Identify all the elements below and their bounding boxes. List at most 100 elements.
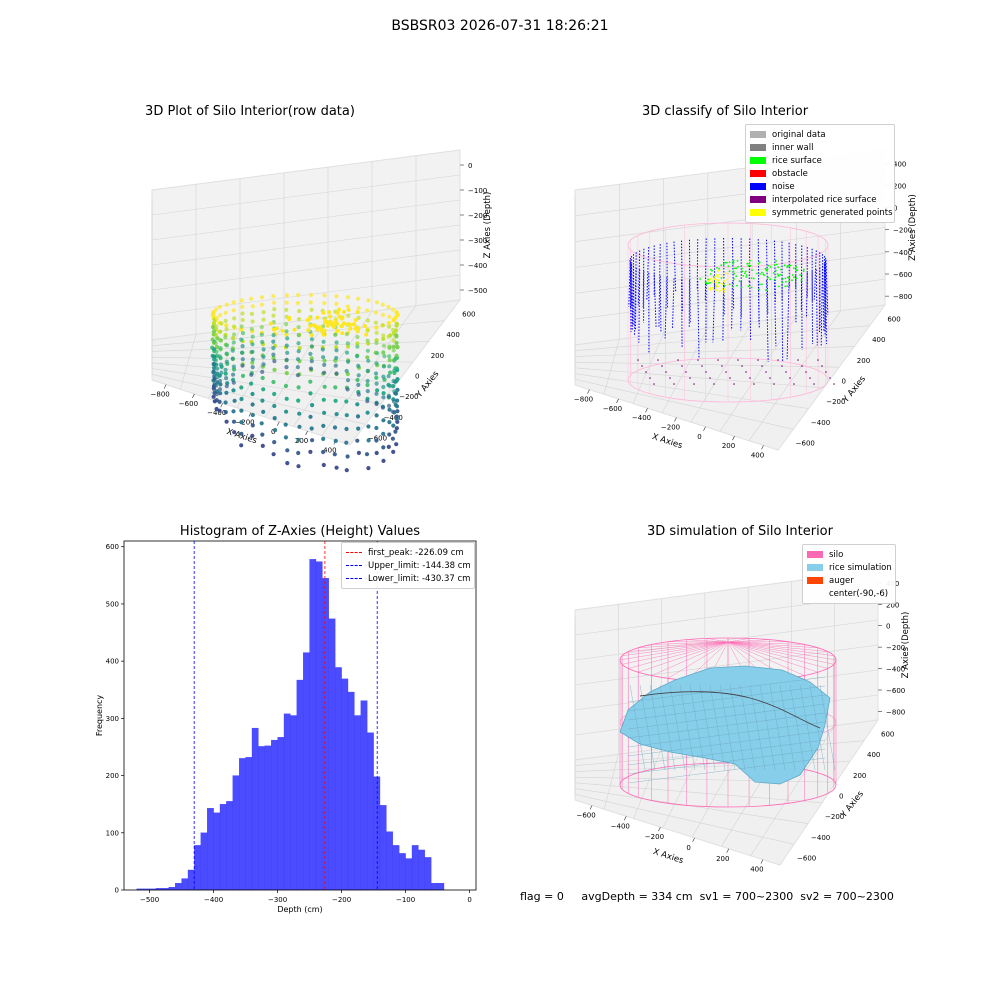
- raw-point: [249, 327, 254, 332]
- cls-interp-point: [825, 371, 827, 373]
- cls-rice-point: [722, 263, 725, 266]
- sim-mesh-line: [627, 685, 826, 712]
- cls-rice-point: [762, 273, 765, 275]
- raw-point: [355, 296, 361, 301]
- cls-sym-point: [713, 278, 716, 281]
- raw-point: [271, 452, 276, 457]
- raw-point: [239, 327, 244, 332]
- cls-rice-point: [788, 265, 790, 268]
- raw-point: [312, 323, 317, 328]
- sim-mesh-line: [627, 703, 826, 730]
- raw-x-tick-label: 0: [271, 428, 275, 436]
- cls-rice-point: [744, 270, 747, 273]
- cls-rice-point: [724, 284, 726, 287]
- raw-point: [355, 438, 360, 443]
- cls-rice-point: [710, 268, 712, 271]
- cls-interp-point: [701, 365, 703, 367]
- cls-interp-point: [821, 365, 823, 367]
- raw-grid-line: [179, 334, 197, 390]
- cls-grid-line: [574, 361, 840, 368]
- raw-point: [386, 403, 392, 408]
- raw-point: [374, 450, 379, 456]
- raw-point: [391, 449, 396, 454]
- raw-point: [394, 414, 399, 419]
- raw-grid-line: [151, 368, 382, 404]
- raw-point: [321, 339, 326, 344]
- raw-z-tick-label: −100: [468, 187, 487, 195]
- raw-point: [215, 366, 220, 371]
- raw-point: [337, 314, 342, 319]
- cls-rice-point: [733, 267, 736, 270]
- classify-scatter-panel: 3D classify of Silo Interior −800 −600 −40…: [500, 100, 1000, 480]
- cls-interp-point: [725, 371, 727, 373]
- cls-sym-point: [723, 280, 725, 283]
- cls-rice-point: [705, 282, 708, 285]
- cls-noise-stroke: [825, 259, 829, 315]
- cls-noise-stroke: [634, 267, 637, 331]
- raw-point: [261, 354, 266, 359]
- cls-sym-point: [723, 290, 726, 293]
- sim-z-tick-label: −800: [886, 708, 905, 716]
- cls-grid-line: [574, 373, 809, 409]
- raw-point: [250, 412, 255, 418]
- cls-legend-item: inner wall: [750, 141, 890, 154]
- raw-point: [231, 340, 236, 345]
- raw-point: [391, 317, 396, 322]
- raw-point: [272, 440, 277, 445]
- raw-point: [271, 339, 276, 344]
- sim-x-tick: [589, 805, 593, 810]
- raw-point: [308, 449, 313, 454]
- hist-legend-swatch: [346, 565, 362, 566]
- raw-point: [374, 381, 379, 386]
- raw-point: [231, 308, 236, 313]
- raw-point: [387, 358, 392, 363]
- raw-y-tick-label: 200: [431, 352, 444, 360]
- cls-sym-point: [715, 289, 718, 291]
- raw-point: [391, 348, 396, 353]
- raw-point: [223, 310, 228, 315]
- cls-interp-point: [813, 383, 815, 385]
- raw-point: [337, 307, 341, 312]
- raw-y-tick-label: 0: [415, 373, 419, 381]
- raw-point: [344, 440, 349, 445]
- cls-interp-point: [681, 365, 683, 367]
- cls-interp-point: [793, 383, 795, 385]
- sim-grid-line: [633, 748, 662, 819]
- raw-point: [239, 324, 244, 329]
- cls-rice-point: [732, 270, 735, 273]
- raw-point: [284, 322, 289, 327]
- raw-point: [375, 388, 380, 393]
- raw-point: [309, 359, 314, 364]
- hist-bar: [315, 561, 323, 891]
- cls-rice-point: [750, 286, 753, 289]
- cls-rice-point: [740, 286, 743, 289]
- raw-point: [280, 328, 285, 333]
- sim-x-tick-label: 400: [750, 866, 763, 874]
- hist-bar: [386, 831, 393, 891]
- sim-silo-roof: [727, 641, 828, 669]
- cls-sym-point: [717, 276, 719, 278]
- raw-y-tick-label: −400: [384, 414, 403, 422]
- sim-silo-roof: [651, 641, 729, 645]
- sim-silo-roof: [622, 641, 729, 656]
- raw-point: [261, 362, 266, 367]
- hist-bar: [309, 559, 317, 891]
- raw-point: [284, 332, 289, 337]
- cls-rice-point: [738, 280, 741, 282]
- raw-x-tick: [248, 412, 252, 417]
- raw-point: [232, 316, 237, 321]
- cls-rice-point: [724, 261, 727, 264]
- raw-point: [260, 375, 265, 381]
- raw-point: [334, 355, 339, 361]
- sim-legend-label: silo: [829, 549, 844, 560]
- cls-y-tick-label: −600: [796, 440, 815, 448]
- cls-grid-line: [574, 367, 824, 389]
- cls-rice-point: [792, 267, 795, 270]
- raw-x-tick: [277, 421, 280, 426]
- cls-grid-line: [574, 346, 855, 357]
- sim-silo-roof: [622, 641, 729, 665]
- histogram-title: Histogram of Z-Axies (Height) Values: [179, 524, 421, 539]
- cls-rice-point: [775, 269, 777, 272]
- raw-point: [346, 344, 351, 349]
- cls-interp-point: [789, 377, 791, 379]
